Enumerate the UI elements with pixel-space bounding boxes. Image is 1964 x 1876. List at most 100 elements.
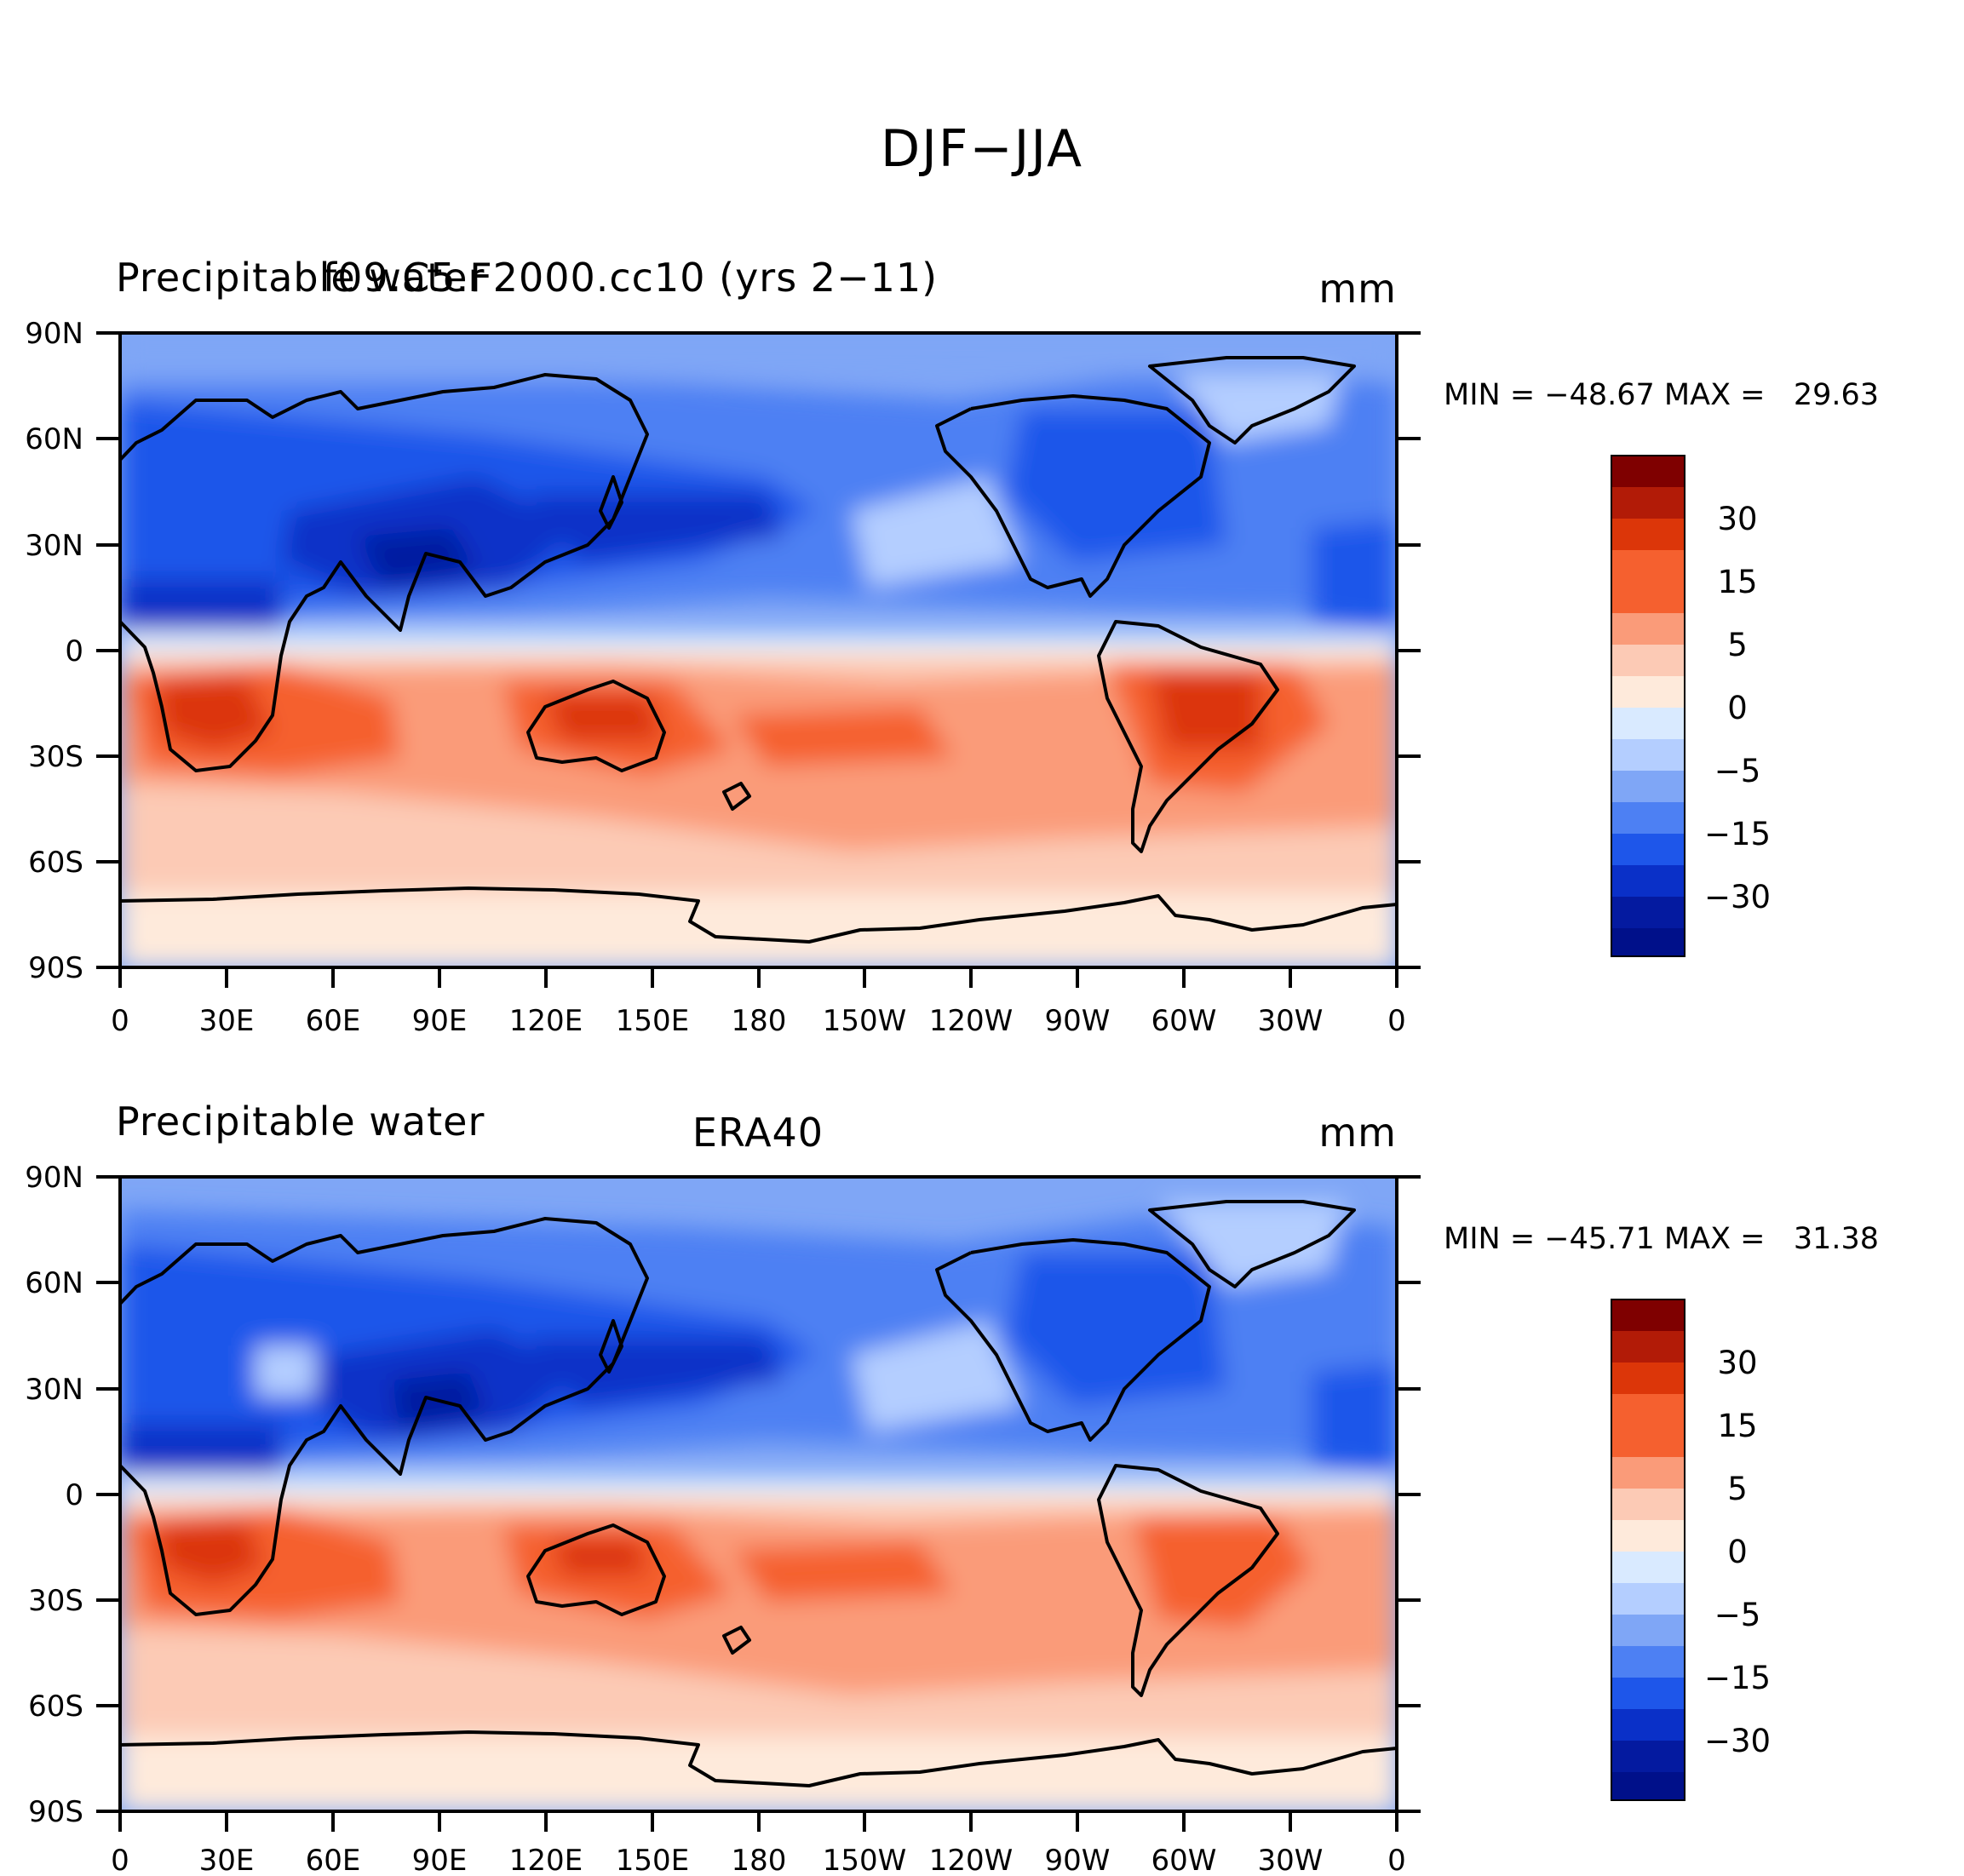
lat-label: 0 [65,634,83,668]
colorbar-swatch [1611,550,1685,582]
min-max-stats: MIN = −45.71 MAX = 31.38 [1444,1222,1879,1256]
coast-newzealand [722,1626,751,1655]
lon-ticks [118,1811,1398,1832]
lon-label: 0 [111,1844,129,1876]
coast-americas [935,1238,1211,1442]
colorbar-label: 15 [1717,1408,1757,1444]
coast-japan [599,475,623,530]
colorbar-label: −15 [1704,816,1771,852]
lon-labels: 0 30E 60E 90E 120E 150E 180 150W 120W 90… [111,1844,1406,1876]
colorbar-swatch [1611,708,1685,739]
coast-newzealand [722,782,751,811]
field-westafrica-strong [120,579,281,630]
lat-label: 30N [25,1373,83,1407]
lon-ticks [118,967,1398,988]
colorbar-label: −30 [1704,879,1771,915]
colorbar-swatch [1611,928,1685,956]
coast-greenland [1148,1200,1356,1288]
colorbar-label: −5 [1714,753,1761,789]
colorbar-swatch [1611,676,1685,708]
colorbar-swatch [1611,1678,1685,1709]
field-antarctic-pale [120,892,1397,967]
lon-label: 30E [199,1004,255,1038]
field-namerica-strong [1005,409,1226,562]
colorbar-label: −15 [1704,1660,1771,1696]
lon-label: 90E [412,1844,468,1876]
field-npacific-deep [528,1338,784,1406]
lon-label: 60E [306,1004,361,1038]
field-equator-light-blue [120,1474,1397,1495]
field-pacific-light [852,1321,1022,1431]
panel-center-title: f09.C5.F2000.cc10 (yrs 2−11) [323,255,938,301]
colorbar-frame [1611,455,1685,957]
panel-units: mm [1318,1110,1397,1156]
colorbar-swatch [1611,1394,1685,1426]
coast-antarctica [120,886,1397,944]
panel-model: Precipitable water f09.C5.F2000.cc10 (yr… [25,255,1879,1038]
coastlines [120,356,1397,944]
field-australia-red [545,694,664,741]
lat-label: 0 [65,1478,83,1512]
field-africa-red [158,1521,264,1584]
coast-eurasia-africa [120,1217,649,1616]
coast-antarctica [120,1730,1397,1787]
colorbar-swatch [1611,613,1685,645]
colorbar-swatch [1611,865,1685,897]
lon-label: 0 [1387,1844,1406,1876]
panel-left-title: Precipitable water [116,1099,485,1145]
colorbar-label: 30 [1717,1345,1757,1381]
field-natlantic-strong [1312,519,1397,630]
colorbar-swatch [1611,1583,1685,1615]
field-spacific-orange [732,707,954,766]
map-area [120,1177,1397,1811]
lat-label: 90N [25,317,83,351]
colorbar-swatch [1611,1363,1685,1394]
colorbar-label: 0 [1727,1534,1748,1570]
lon-label: 90E [412,1004,468,1038]
lon-label: 90W [1045,1844,1111,1876]
coast-eurasia-africa [120,373,649,772]
colorbar-label: 30 [1717,501,1757,537]
colorbar-swatch [1611,1646,1685,1678]
field-greenland-light [1158,1202,1346,1287]
field-arabia-light [256,1345,315,1397]
coast-south-america [1097,620,1279,853]
lon-label: 0 [111,1004,129,1038]
coast-australia [526,1523,666,1616]
lon-label: 30E [199,1844,255,1876]
lon-label: 180 [732,1844,787,1876]
lat-label: 30N [25,529,83,563]
panel-units: mm [1318,266,1397,312]
field-westafrica-strong [120,1423,281,1474]
coast-greenland [1148,356,1356,445]
lat-label: 30S [28,740,83,774]
colorbar-swatch [1611,1457,1685,1489]
panel-center-title: ERA40 [692,1110,824,1156]
colorbar-swatch [1611,456,1685,487]
coast-south-america [1097,1464,1279,1697]
field-namerica-strong [1005,1253,1226,1406]
colorbar: 30 15 5 0 −5 −15 −30 [1611,1299,1771,1801]
lat-label: 90N [25,1161,83,1195]
lon-label: 180 [732,1004,787,1038]
colorbar-label: −30 [1704,1723,1771,1759]
field-spacific-orange [732,1541,954,1602]
lon-label: 150W [823,1844,907,1876]
colorbar-swatch [1611,1615,1685,1646]
colorbar-swatch [1611,487,1685,519]
colorbar: 30 15 5 0 −5 −15 −30 [1611,455,1771,957]
coast-japan [599,1319,623,1374]
lon-label: 60E [306,1844,361,1876]
lat-labels: 90N 60N 30N 0 30S 60S 90S [25,317,83,985]
colorbar-swatch [1611,802,1685,834]
lon-label: 90W [1045,1004,1111,1038]
lon-label: 150E [616,1004,689,1038]
colorbar-label: 5 [1727,627,1748,663]
map-area [120,333,1397,967]
lon-labels: 0 30E 60E 90E 120E 150E 180 150W 120W 90… [111,1004,1406,1038]
lon-label: 120W [929,1004,1014,1038]
coast-australia [526,680,666,772]
colorbar-label: −5 [1714,1597,1761,1633]
field-equator-light-blue [120,630,1397,651]
field-greenland-light [1158,358,1346,443]
